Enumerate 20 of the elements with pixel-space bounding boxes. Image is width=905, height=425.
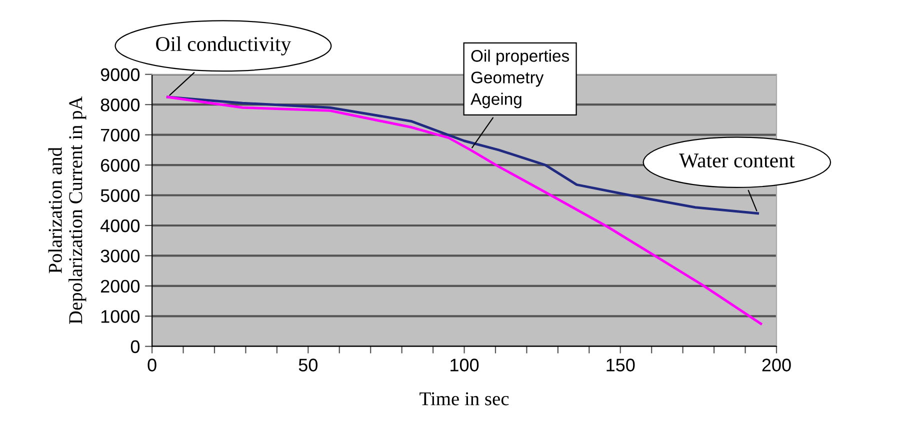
y-tick-label: 5000 bbox=[100, 189, 140, 202]
y-tick-label: 1000 bbox=[101, 310, 140, 323]
x-tick-label: 150 bbox=[606, 358, 635, 372]
x-tick-label: 0 bbox=[148, 358, 156, 372]
annotation: Water content bbox=[679, 154, 795, 168]
annotation: Oil conductivity bbox=[156, 36, 292, 56]
y-tick-label: 2000 bbox=[100, 280, 140, 293]
y-axis-title: Polarization and Depolarization Current in pA bbox=[48, 96, 86, 324]
x-tick-label: 50 bbox=[298, 358, 318, 372]
y-tick-label: 3000 bbox=[100, 250, 140, 262]
y-tick-label: 8000 bbox=[100, 98, 140, 112]
y-tick-label: 0 bbox=[130, 340, 140, 354]
x-axis-title: Time in sec bbox=[420, 392, 509, 406]
x-tick-label: 200 bbox=[762, 358, 791, 372]
y-tick-label: 9000 bbox=[100, 68, 140, 82]
y-tick-label: 6000 bbox=[100, 158, 140, 172]
annotation: Oil properties Geometry Ageing bbox=[470, 50, 570, 108]
y-tick-label: 4000 bbox=[100, 219, 140, 232]
y-tick-label: 7000 bbox=[100, 128, 140, 142]
x-tick-label: 100 bbox=[450, 358, 479, 372]
